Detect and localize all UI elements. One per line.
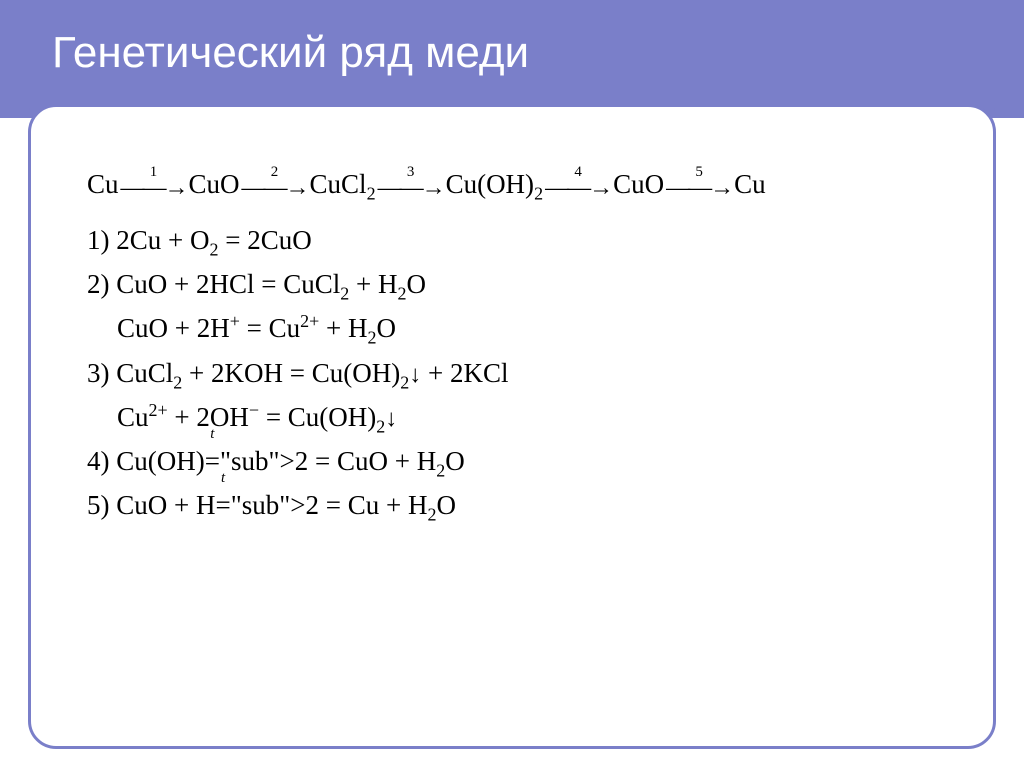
chain-arrow: 2——→ [242,165,308,200]
chain-species: CuO [189,169,240,199]
chain-arrow: 3——→ [378,165,444,200]
reaction-chain: Cu1——→CuO2——→CuCl23——→Cu(OH)24——→CuO5——→… [87,167,953,206]
chain-species: CuO [613,169,664,199]
chain-arrow: 1——→ [121,165,187,200]
content-panel: Cu1——→CuO2——→CuCl23——→Cu(OH)24——→CuO5——→… [28,104,996,749]
equation-line: 1) 2Cu + O2 = 2CuO [87,220,953,264]
equation-line: 3) CuCl2 + 2KOH = Cu(OH)2↓ + 2KCl [87,353,953,397]
equation-line: CuO + 2H+ = Cu2+ + H2O [87,308,953,352]
slide-title: Генетический ряд меди [52,28,529,78]
notch-left [0,108,30,116]
chain-arrow: 5——→ [666,165,732,200]
equation-line: 4) Cu(OH)t="sub">2 = CuO + H2O [87,441,953,485]
equation-line: 5) CuO + Ht="sub">2 = Cu + H2O [87,485,953,529]
chain-species: Cu [87,169,119,199]
equation-list: 1) 2Cu + O2 = 2CuO2) CuO + 2HCl = CuCl2 … [87,220,953,530]
notch-right [994,108,1024,116]
equation-line: Cu2+ + 2OH− = Cu(OH)2↓ [87,397,953,441]
chain-species: CuCl2 [310,169,376,199]
chain-arrow: 4——→ [545,165,611,200]
equation-line: 2) CuO + 2HCl = CuCl2 + H2O [87,264,953,308]
chain-species: Cu [734,169,766,199]
chain-species: Cu(OH)2 [446,169,544,199]
